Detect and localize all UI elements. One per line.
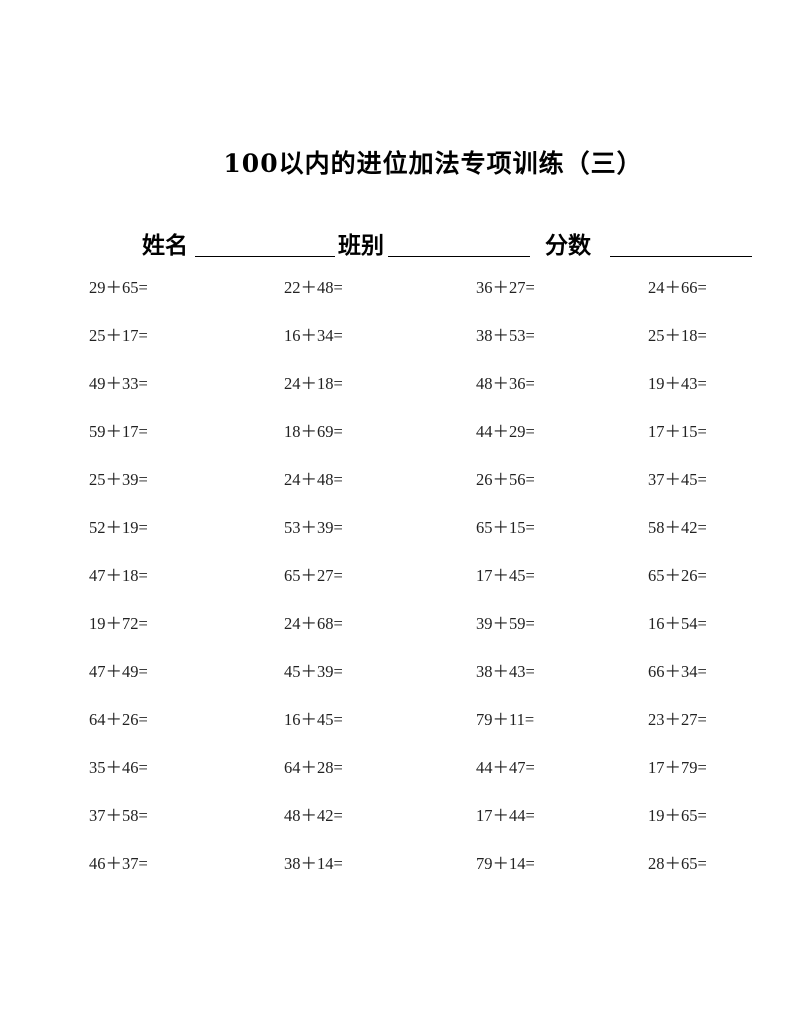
problem-item: 16＋34= <box>284 326 343 345</box>
problem-item: 24＋68= <box>284 614 343 633</box>
problem-item: 37＋45= <box>648 470 707 489</box>
problem-item: 53＋39= <box>284 518 343 537</box>
problem-item: 59＋17= <box>89 422 148 441</box>
problem-item: 23＋27= <box>648 710 707 729</box>
problem-item: 65＋26= <box>648 566 707 585</box>
problem-item: 47＋49= <box>89 662 148 681</box>
problem-item: 25＋17= <box>89 326 148 345</box>
problem-item: 37＋58= <box>89 806 148 825</box>
problem-item: 48＋42= <box>284 806 343 825</box>
problem-item: 25＋18= <box>648 326 707 345</box>
problem-item: 16＋54= <box>648 614 707 633</box>
problem-item: 18＋69= <box>284 422 343 441</box>
problem-item: 19＋65= <box>648 806 707 825</box>
problem-item: 64＋26= <box>89 710 148 729</box>
problem-item: 35＋46= <box>89 758 148 777</box>
score-label: 分数 <box>545 232 591 259</box>
problem-item: 38＋43= <box>476 662 535 681</box>
problem-item: 47＋18= <box>89 566 148 585</box>
problem-item: 65＋27= <box>284 566 343 585</box>
problem-item: 45＋39= <box>284 662 343 681</box>
problem-item: 16＋45= <box>284 710 343 729</box>
problem-item: 22＋48= <box>284 278 343 297</box>
problem-item: 64＋28= <box>284 758 343 777</box>
problem-item: 17＋79= <box>648 758 707 777</box>
problem-item: 29＋65= <box>89 278 148 297</box>
problem-item: 49＋33= <box>89 374 148 393</box>
problem-item: 19＋43= <box>648 374 707 393</box>
problem-item: 17＋44= <box>476 806 535 825</box>
problem-item: 79＋14= <box>476 854 535 873</box>
problem-item: 65＋15= <box>476 518 535 537</box>
problem-item: 79＋11= <box>476 710 535 729</box>
problem-item: 46＋37= <box>89 854 148 873</box>
problem-item: 26＋56= <box>476 470 535 489</box>
problem-item: 36＋27= <box>476 278 535 297</box>
problem-item: 17＋45= <box>476 566 535 585</box>
problem-item: 66＋34= <box>648 662 707 681</box>
problem-item: 44＋29= <box>476 422 535 441</box>
name-label: 姓名 <box>142 232 188 259</box>
problem-item: 44＋47= <box>476 758 535 777</box>
worksheet-title: 100以内的进位加法专项训练（三） <box>223 149 643 178</box>
problem-item: 25＋39= <box>89 470 148 489</box>
problem-item: 17＋15= <box>648 422 707 441</box>
score-blank[interactable] <box>610 256 752 257</box>
problem-item: 28＋65= <box>648 854 707 873</box>
problem-item: 58＋42= <box>648 518 707 537</box>
problem-item: 52＋19= <box>89 518 148 537</box>
problem-item: 24＋66= <box>648 278 707 297</box>
class-blank[interactable] <box>388 256 530 257</box>
problem-item: 38＋53= <box>476 326 535 345</box>
problem-item: 38＋14= <box>284 854 343 873</box>
name-blank[interactable] <box>195 256 335 257</box>
problem-item: 19＋72= <box>89 614 148 633</box>
class-label: 班别 <box>338 232 384 259</box>
problem-item: 24＋48= <box>284 470 343 489</box>
problem-item: 39＋59= <box>476 614 535 633</box>
problem-item: 48＋36= <box>476 374 535 393</box>
problem-item: 24＋18= <box>284 374 343 393</box>
